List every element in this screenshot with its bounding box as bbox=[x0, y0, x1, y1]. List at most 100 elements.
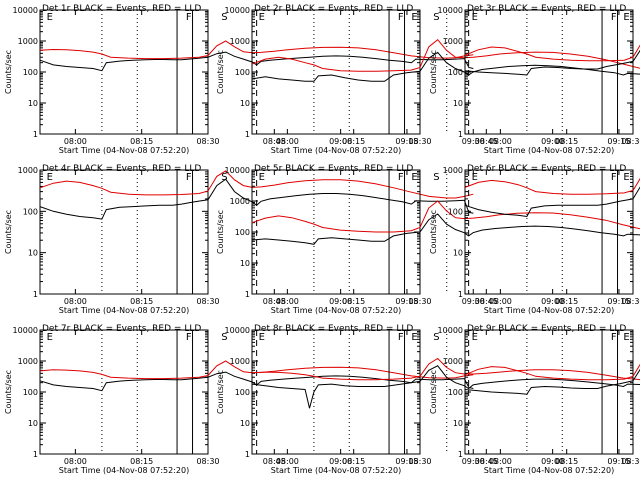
x-tick-label: 08:30 bbox=[408, 457, 431, 466]
x-tick-label: 08:00 bbox=[276, 297, 299, 306]
y-tick-label: 1000 bbox=[230, 197, 250, 206]
plot-frame bbox=[39, 169, 209, 295]
event-marker-label: E bbox=[47, 172, 53, 183]
x-tick-label: 08:00 bbox=[64, 297, 87, 306]
event-marker-label: F bbox=[398, 172, 404, 183]
event-marker-label: F bbox=[611, 332, 617, 343]
y-axis-label: Counts/sec bbox=[4, 210, 13, 254]
y-tick-label: 1 bbox=[458, 130, 463, 139]
x-axis-label: Start Time (04-Nov-08 07:52:20) bbox=[59, 306, 189, 315]
panel-title: Det 9r BLACK = Events, RED = LLD bbox=[467, 324, 626, 334]
x-tick-label: 09:15 bbox=[607, 457, 630, 466]
y-tick-label: 1 bbox=[245, 130, 250, 139]
event-marker-label: S bbox=[221, 12, 227, 23]
panel-title: Det 2r BLACK = Events, RED = LLD bbox=[254, 4, 413, 14]
chart-panel-9: Det 9r BLACK = Events, RED = LLD 1 10 100 10… bbox=[429, 324, 640, 475]
x-tick-label: 09:15 bbox=[607, 137, 630, 146]
y-tick-label: 10000 bbox=[438, 6, 463, 15]
y-tick-label: 1 bbox=[458, 450, 463, 459]
event-marker-label: E bbox=[472, 172, 478, 183]
x-tick-label: 08:30 bbox=[621, 457, 640, 466]
x-tick-label: 09:15 bbox=[395, 137, 418, 146]
y-tick-label: 10 bbox=[453, 419, 463, 428]
panel-title: Det 8r BLACK = Events, RED = LLD bbox=[254, 324, 413, 334]
x-tick-label: 08:15 bbox=[555, 297, 578, 306]
y-tick-label: 1000 bbox=[18, 357, 38, 366]
y-axis-label: Counts/sec bbox=[216, 50, 225, 94]
y-axis-label: Counts/sec bbox=[429, 370, 438, 414]
chart-panel-4: Det 4r BLACK = Events, RED = LLD 1 10 100 10… bbox=[4, 164, 485, 315]
lld-series-line bbox=[464, 44, 640, 62]
x-axis-label: Start Time (04-Nov-08 07:52:20) bbox=[59, 466, 189, 475]
y-tick-label: 100 bbox=[448, 68, 463, 77]
y-tick-label: 100 bbox=[23, 68, 38, 77]
lld-series-line bbox=[39, 40, 474, 60]
x-tick-label: 08:45 bbox=[263, 457, 286, 466]
x-tick-label: 09:00 bbox=[541, 457, 564, 466]
x-tick-label: 09:30 bbox=[462, 457, 485, 466]
x-tick-label: 08:45 bbox=[475, 137, 498, 146]
chart-panel-6: Det 6r BLACK = Events, RED = LLD 1 10 100 10… bbox=[429, 164, 640, 315]
events-series-line bbox=[39, 178, 474, 220]
x-tick-label: 08:00 bbox=[276, 137, 299, 146]
panel-title: Det 6r BLACK = Events, RED = LLD bbox=[467, 164, 626, 174]
x-tick-label: 08:15 bbox=[342, 137, 365, 146]
y-axis-label: Counts/sec bbox=[4, 370, 13, 414]
x-tick-label: 08:15 bbox=[130, 137, 153, 146]
panel-title: Det 4r BLACK = Events, RED = LLD bbox=[42, 164, 201, 174]
event-marker-label: E bbox=[47, 332, 53, 343]
chart-panel-5: Det 5r BLACK = Events, RED = LLD11010010… bbox=[216, 164, 640, 315]
x-tick-label: 08:30 bbox=[621, 297, 640, 306]
chart-panel-1: Det 1r BLACK = Events, RED = LLD11010010… bbox=[4, 4, 485, 155]
x-tick-label: 08:45 bbox=[263, 297, 286, 306]
chart-panel-3: Det 3r BLACK = Events, RED = LLD 1 10 100 10… bbox=[429, 4, 640, 155]
event-marker-label: S bbox=[433, 332, 439, 343]
y-tick-label: 100 bbox=[235, 68, 250, 77]
event-marker-label: S bbox=[433, 172, 439, 183]
chart-panel-7: Det 7r BLACK = Events, RED = LLD11010010… bbox=[4, 324, 485, 475]
y-tick-label: 10 bbox=[453, 249, 463, 258]
event-marker-label: E bbox=[259, 332, 265, 343]
y-tick-label: 100 bbox=[23, 207, 38, 216]
y-tick-label: 10 bbox=[453, 99, 463, 108]
x-tick-label: 09:30 bbox=[462, 297, 485, 306]
x-tick-label: 08:15 bbox=[130, 297, 153, 306]
y-tick-label: 1000 bbox=[443, 357, 463, 366]
x-tick-label: 08:00 bbox=[489, 457, 512, 466]
y-tick-label: 10 bbox=[240, 419, 250, 428]
y-axis-label: Counts/sec bbox=[4, 50, 13, 94]
panel-title: Det 5r BLACK = Events, RED = LLD bbox=[254, 164, 413, 174]
x-tick-label: 08:00 bbox=[489, 137, 512, 146]
events-series-line bbox=[251, 213, 640, 245]
x-tick-label: 08:30 bbox=[196, 457, 219, 466]
events-series-line bbox=[464, 49, 640, 76]
y-tick-label: 10 bbox=[28, 249, 38, 258]
x-tick-label: 08:45 bbox=[475, 297, 498, 306]
x-tick-label: 09:15 bbox=[395, 297, 418, 306]
x-tick-label: 09:00 bbox=[329, 297, 352, 306]
lld-series-line bbox=[39, 360, 474, 380]
y-tick-label: 1 bbox=[33, 130, 38, 139]
event-marker-label: E bbox=[623, 332, 629, 343]
plot-frame bbox=[464, 169, 634, 295]
y-tick-label: 1000 bbox=[230, 357, 250, 366]
y-tick-label: 10 bbox=[28, 99, 38, 108]
events-series-line bbox=[39, 51, 474, 72]
y-tick-label: 100 bbox=[23, 388, 38, 397]
y-axis-label: Counts/sec bbox=[429, 50, 438, 94]
event-marker-label: E bbox=[472, 12, 478, 23]
x-tick-label: 08:15 bbox=[342, 297, 365, 306]
event-marker-label: E bbox=[623, 12, 629, 23]
x-tick-label: 08:00 bbox=[64, 457, 87, 466]
y-tick-label: 10000 bbox=[438, 326, 463, 335]
x-tick-label: 08:15 bbox=[130, 457, 153, 466]
event-marker-label: E bbox=[411, 172, 417, 183]
event-marker-label: F bbox=[186, 172, 192, 183]
x-tick-label: 08:30 bbox=[196, 137, 219, 146]
x-tick-label: 08:45 bbox=[475, 457, 498, 466]
x-tick-label: 08:30 bbox=[408, 137, 431, 146]
events-series-line bbox=[464, 186, 640, 218]
y-tick-label: 1 bbox=[33, 290, 38, 299]
event-marker-label: E bbox=[259, 12, 265, 23]
